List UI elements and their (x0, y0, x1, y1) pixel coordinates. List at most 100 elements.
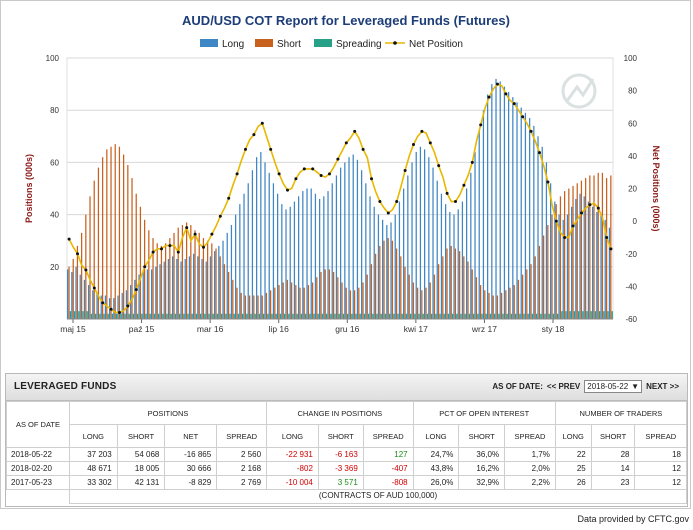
bar-spreading (183, 313, 185, 319)
bar-spreading (204, 313, 206, 319)
bar-spreading (519, 313, 521, 319)
bar-long (508, 91, 510, 320)
cell-pct-short: 16,2% (458, 461, 506, 476)
bar-spreading (531, 313, 534, 319)
next-link[interactable]: NEXT >> (646, 382, 679, 391)
bar-long (260, 151, 262, 319)
bar-short (513, 285, 515, 319)
bar-spreading (456, 313, 458, 319)
bar-short (467, 261, 469, 319)
bar-short (324, 269, 326, 319)
bar-spreading (397, 313, 399, 319)
bar-long (104, 295, 107, 319)
cell-traders-long: 22 (554, 447, 592, 462)
bar-spreading (544, 313, 546, 319)
bar-long (474, 151, 476, 319)
bar-long (306, 188, 308, 319)
bar-long (205, 261, 207, 319)
bar-long (604, 219, 606, 319)
bar-short (505, 290, 507, 319)
bar-short (307, 285, 310, 319)
net-point (185, 226, 189, 230)
bar-short (81, 232, 83, 319)
bar-long (566, 214, 569, 319)
bar-long (419, 146, 422, 319)
bar-spreading (460, 313, 462, 319)
cell-change-spread: -808 (362, 475, 414, 490)
bar-spreading (410, 313, 412, 319)
bar-short (593, 175, 595, 319)
net-point (479, 123, 483, 127)
y-tick-right: -60 (625, 315, 637, 324)
bar-spreading (330, 313, 332, 319)
cell-short: 42 131 (116, 475, 166, 490)
bar-short (240, 292, 242, 319)
net-point (143, 265, 147, 269)
bar-spreading (237, 313, 240, 319)
net-point (580, 211, 583, 215)
bar-spreading (250, 313, 252, 319)
bar-long (125, 290, 128, 319)
net-point (454, 200, 457, 204)
bar-short (522, 274, 524, 319)
net-point (227, 196, 231, 200)
bar-short (530, 264, 532, 319)
bar-short (383, 240, 385, 319)
bar-spreading (69, 311, 72, 319)
bar-spreading (569, 311, 571, 319)
col-group-positions: POSITIONS (68, 401, 268, 425)
bar-spreading (464, 313, 466, 319)
bar-spreading (288, 313, 290, 319)
bar-short (471, 269, 473, 319)
bar-long (466, 188, 468, 319)
bar-spreading (90, 313, 93, 319)
net-point (294, 177, 298, 181)
net-point (521, 115, 525, 119)
bar-spreading (435, 313, 437, 319)
bar-short (215, 248, 217, 319)
bar-spreading (536, 313, 538, 319)
bar-spreading (317, 313, 319, 319)
bar-long (428, 157, 430, 319)
cell-pct-spread: 2,0% (504, 461, 556, 476)
net-point (134, 288, 138, 292)
net-point (168, 244, 172, 248)
net-point (252, 133, 256, 137)
bar-spreading (477, 313, 479, 319)
col-as-of-date: AS OF DATE (6, 401, 70, 448)
net-point (260, 121, 264, 125)
net-point (361, 147, 365, 151)
table-footnote-row: (CONTRACTS OF AUD 100,000) (7, 489, 687, 504)
bar-long (172, 256, 174, 319)
net-point (126, 304, 130, 308)
bar-long (298, 196, 300, 319)
net-point (151, 250, 155, 254)
net-point (319, 173, 323, 177)
bar-long (176, 258, 178, 319)
bar-short (202, 238, 205, 319)
bar-short (379, 245, 381, 319)
bar-long (289, 206, 291, 319)
cell-date: 2017-05-23 (6, 475, 70, 490)
net-point (563, 235, 567, 239)
bar-long (71, 272, 73, 319)
net-point (101, 301, 105, 305)
bars (67, 78, 613, 320)
bar-spreading (326, 313, 328, 319)
net-point (344, 141, 348, 145)
bar-spreading (611, 311, 613, 319)
net-point (84, 268, 88, 272)
cell-long: 33 302 (69, 475, 118, 490)
bar-short (585, 178, 587, 319)
bar-spreading (468, 313, 471, 319)
date-select[interactable]: 2018-05-22 ▼ (584, 380, 643, 393)
bar-long (499, 81, 501, 320)
bar-spreading (200, 313, 202, 319)
net-point (386, 211, 390, 215)
y-tick-right: 40 (628, 152, 637, 161)
bar-short (333, 272, 335, 319)
bar-spreading (342, 313, 345, 319)
prev-link[interactable]: << PREV (546, 382, 581, 391)
col-net: NET (164, 424, 218, 448)
bar-spreading (166, 313, 168, 319)
